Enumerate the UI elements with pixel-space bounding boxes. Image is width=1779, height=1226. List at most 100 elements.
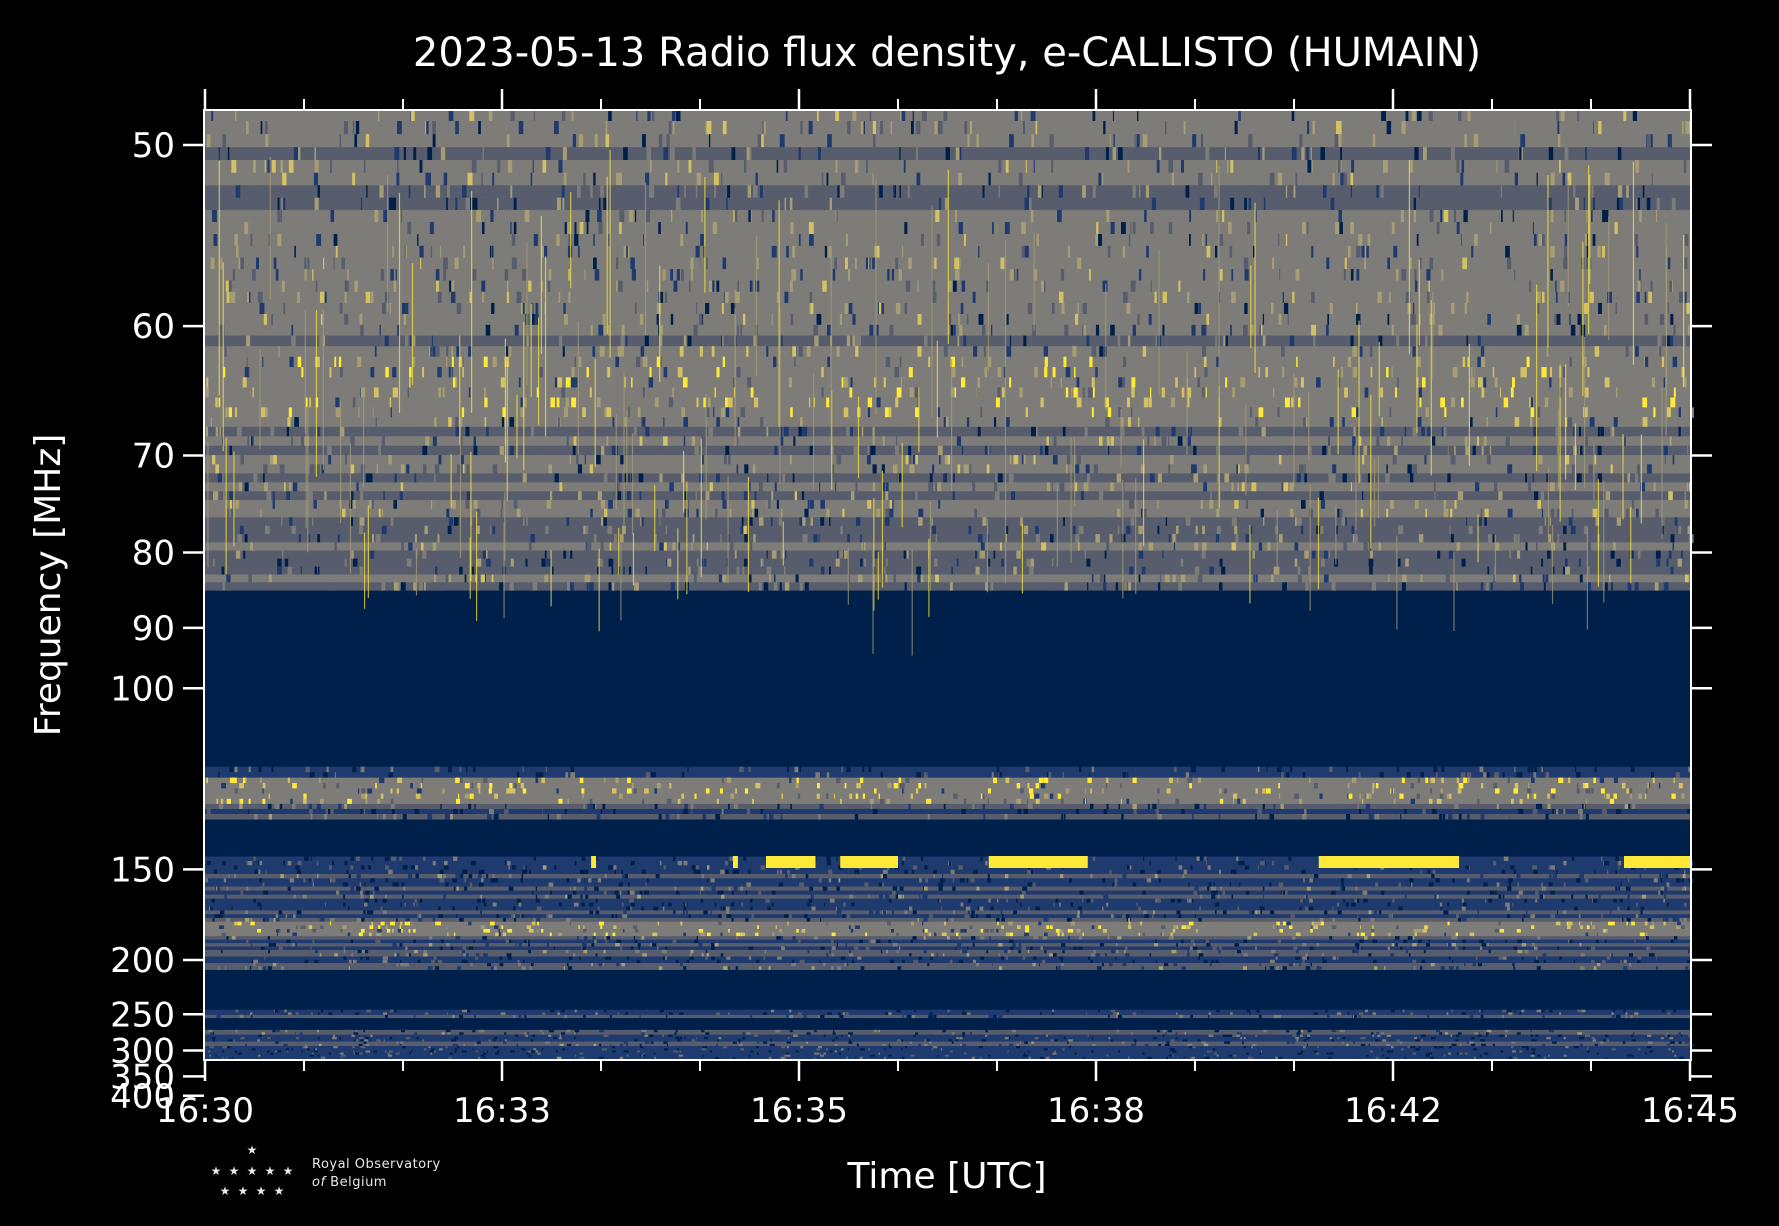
noise-cell (1174, 766, 1177, 773)
noise-cell (1087, 473, 1090, 483)
noise-cell (1547, 197, 1552, 211)
noise-cell (593, 234, 595, 247)
frequency-channel (205, 582, 1690, 591)
noise-cell (1141, 508, 1147, 518)
noise-cell (1240, 377, 1246, 389)
noise-cell (886, 582, 892, 591)
noise-cell (554, 473, 559, 483)
noise-cell (965, 234, 969, 247)
noise-cell (779, 436, 784, 447)
noise-cell (1232, 793, 1238, 800)
noise-cell (734, 550, 737, 560)
noise-cell (1219, 798, 1224, 805)
noise-cell (520, 878, 523, 884)
noise-cell (707, 865, 710, 871)
noise-cell (1401, 574, 1407, 583)
noise-cell (437, 534, 440, 544)
noise-cell (818, 813, 821, 820)
noise-cell (211, 898, 215, 904)
noise-cell (1682, 120, 1684, 135)
noise-cell (709, 209, 713, 223)
noise-cell (845, 257, 848, 270)
noise-cell (758, 856, 760, 862)
noise-cell (280, 209, 282, 223)
noise-cell (473, 436, 477, 447)
noise-cell (400, 582, 406, 591)
noise-cell (1092, 856, 1096, 862)
noise-cell (677, 160, 680, 174)
noise-cell (222, 860, 226, 866)
noise-cell (1516, 873, 1521, 879)
noise-cell (1301, 147, 1305, 161)
frequency-channel (205, 856, 1690, 862)
channel-strip (205, 898, 1690, 904)
noise-cell (1180, 558, 1184, 568)
noise-cell (1441, 777, 1444, 784)
noise-cell (1187, 777, 1193, 784)
noise-cell (868, 894, 870, 900)
noise-cell (568, 291, 571, 304)
noise-cell (250, 234, 253, 247)
noise-cell (465, 500, 470, 510)
noise-cell (325, 808, 331, 815)
noise-cell (1043, 346, 1049, 358)
noise-cell (790, 491, 795, 501)
noise-cell (1132, 882, 1137, 888)
noise-cell (297, 356, 302, 368)
noise-cell (603, 197, 607, 211)
noise-cell (1610, 464, 1613, 474)
noise-cell (562, 346, 565, 358)
noise-cell (696, 257, 701, 270)
noise-cell (1463, 894, 1467, 900)
noise-cell (597, 491, 602, 501)
noise-cell (1448, 813, 1453, 820)
noise-cell (412, 356, 415, 368)
frequency-channel (205, 491, 1690, 501)
noise-cell (1422, 147, 1427, 161)
noise-cell (579, 377, 584, 389)
noise-cell (1570, 269, 1575, 282)
noise-cell (1473, 134, 1479, 148)
noise-cell (248, 574, 252, 583)
noise-cell (1324, 550, 1329, 560)
noise-cell (690, 269, 694, 282)
noise-cell (912, 455, 916, 465)
noise-cell (1111, 436, 1114, 447)
frequency-channel (205, 517, 1690, 527)
channel-strip (205, 491, 1690, 501)
noise-cell (1188, 234, 1191, 247)
noise-cell (623, 473, 627, 483)
noise-cell (1538, 803, 1543, 810)
noise-cell (733, 803, 739, 810)
noise-cell (619, 793, 623, 800)
noise-cell (1297, 566, 1301, 576)
noise-cell (1427, 426, 1432, 437)
noise-cell (400, 482, 404, 492)
noise-cell (452, 878, 458, 884)
noise-cell (425, 798, 431, 805)
noise-cell (565, 894, 568, 900)
noise-cell (993, 417, 997, 428)
noise-cell (916, 772, 919, 779)
noise-cell (752, 464, 756, 474)
noise-cell (607, 324, 610, 337)
noise-cell (877, 890, 883, 896)
noise-cell (594, 886, 599, 892)
noise-cell (1248, 134, 1253, 148)
noise-cell (1351, 777, 1357, 784)
noise-cell (1160, 397, 1164, 408)
noise-cell (1200, 500, 1203, 510)
noise-cell (253, 160, 256, 174)
noise-cell (1142, 890, 1146, 896)
noise-cell (1123, 356, 1127, 368)
noise-cell (1113, 172, 1116, 186)
noise-cell (1588, 464, 1593, 474)
noise-cell (826, 793, 829, 800)
noise-cell (467, 558, 472, 568)
noise-cell (435, 455, 439, 465)
noise-cell (1563, 542, 1567, 552)
noise-cell (872, 436, 876, 447)
noise-cell (467, 172, 473, 186)
noise-cell (758, 302, 763, 315)
noise-cell (891, 491, 896, 501)
